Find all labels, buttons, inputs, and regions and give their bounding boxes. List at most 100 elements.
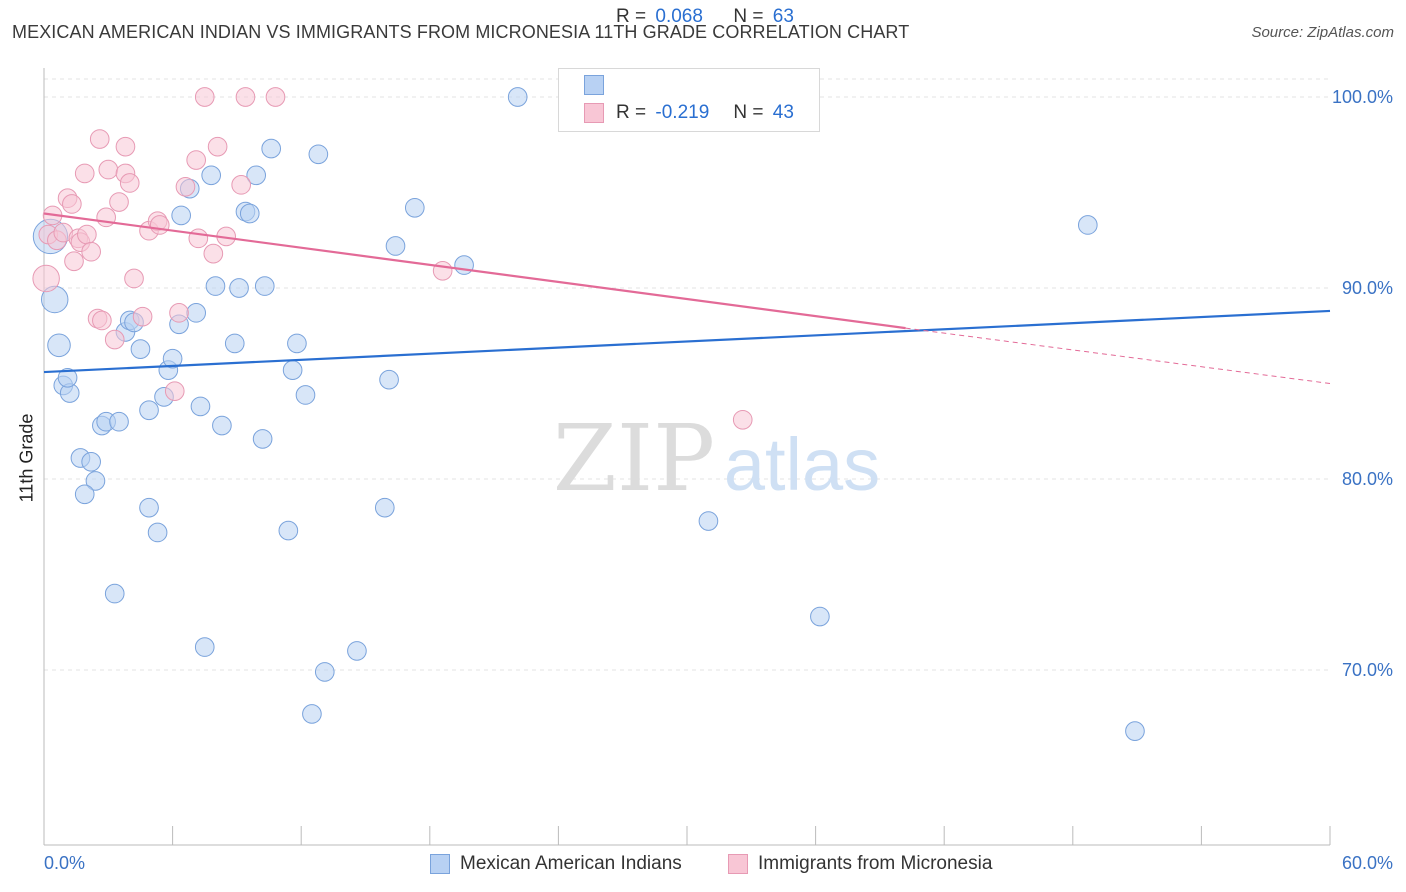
mexican-american-indians-point	[404, 197, 425, 218]
mexican-american-indians-point	[81, 451, 101, 472]
x-tick-label: 60.0%	[1342, 853, 1393, 873]
immigrants-from-micronesia-point	[77, 224, 97, 245]
immigrants-from-micronesia-point	[203, 243, 224, 264]
n-label: N =	[733, 6, 764, 27]
immigrants-from-micronesia-point	[231, 175, 252, 195]
r-label: R =	[616, 102, 647, 123]
mexican-american-indians-point	[278, 520, 299, 541]
immigrants-from-micronesia-point	[98, 159, 119, 180]
mexican-american-indians-point	[194, 637, 215, 657]
trend-lines	[43, 212, 1331, 384]
immigrants-from-micronesia-point	[92, 310, 112, 331]
legend-swatch-pink	[728, 854, 748, 874]
y-tick-label: 100.0%	[1332, 87, 1393, 107]
mexican-american-indians-point	[252, 429, 273, 449]
trend-line-immigrants-from-micronesia	[905, 327, 1331, 384]
legend-label-pink: Immigrants from Micronesia	[758, 853, 993, 874]
mexican-american-indians-point	[1077, 215, 1098, 235]
y-axis-title: 11th Grade	[16, 413, 37, 503]
legend-item-mexican-american-indians: Mexican American Indians	[430, 852, 682, 876]
r-value: 0.068	[655, 6, 703, 27]
immigrants-from-micronesia-point	[732, 409, 753, 430]
mexican-american-indians-point	[810, 606, 830, 627]
mexican-american-indians-point	[246, 165, 267, 186]
immigrants-from-micronesia-point	[104, 329, 125, 350]
mexican-american-indians-point	[104, 583, 125, 604]
stats-legend-swatch-blue	[584, 75, 604, 95]
immigrants-from-micronesia-point	[265, 87, 286, 107]
immigrants-from-micronesia-point	[119, 173, 140, 193]
immigrants-from-micronesia-point	[188, 228, 209, 249]
immigrants-from-micronesia-point	[169, 303, 189, 323]
mexican-american-indians-point	[74, 484, 95, 505]
immigrants-from-micronesia-point	[124, 268, 144, 289]
immigrants-from-micronesia-point	[207, 136, 228, 157]
series-mexican-american-indians	[32, 87, 1145, 741]
mexican-american-indians-point	[454, 255, 474, 275]
tick-labels: 100.0% 90.0% 80.0% 70.0% 0.0% 60.0%	[44, 87, 1393, 873]
y-tick-label: 80.0%	[1342, 469, 1393, 489]
mexican-american-indians-point	[171, 205, 191, 226]
immigrants-from-micronesia-point	[235, 87, 256, 107]
immigrants-from-micronesia-point	[186, 150, 207, 170]
stats-legend-row-2: R = -0.219 N = 43	[616, 100, 794, 126]
mexican-american-indians-point	[85, 471, 106, 491]
x-tick-label: 0.0%	[44, 853, 85, 873]
trend-line-mexican-american-indians	[43, 309, 1331, 374]
immigrants-from-micronesia-point	[64, 251, 84, 272]
immigrants-from-micronesia-point	[109, 192, 129, 212]
mexican-american-indians-point	[109, 411, 129, 432]
y-tick-label: 70.0%	[1342, 660, 1393, 680]
immigrants-from-micronesia-point	[89, 129, 110, 149]
mexican-american-indians-point	[139, 400, 159, 421]
mexican-american-indians-point	[314, 662, 335, 682]
immigrants-from-micronesia-point	[164, 381, 185, 401]
immigrants-from-micronesia-point	[81, 241, 101, 262]
watermark-zip: ZIP	[553, 405, 715, 512]
mexican-american-indians-point	[302, 704, 322, 724]
legend-swatch-blue	[430, 854, 450, 874]
chart-title: MEXICAN AMERICAN INDIAN VS IMMIGRANTS FR…	[12, 22, 910, 42]
mexican-american-indians-point	[57, 367, 78, 388]
mexican-american-indians-point	[295, 385, 316, 405]
y-tick-label: 90.0%	[1342, 278, 1393, 298]
mexican-american-indians-point	[698, 511, 719, 531]
mexican-american-indians-point	[261, 138, 282, 159]
immigrants-from-micronesia-point	[175, 176, 196, 197]
mexican-american-indians-point	[205, 276, 226, 296]
mexican-american-indians-point	[212, 415, 232, 436]
legend-item-immigrants-from-micronesia: Immigrants from Micronesia	[728, 852, 992, 876]
legend-label-blue: Mexican American Indians	[460, 853, 682, 874]
mexican-american-indians-point	[139, 497, 159, 518]
immigrants-from-micronesia-point	[432, 260, 453, 281]
mexican-american-indians-point	[385, 236, 406, 256]
immigrants-from-micronesia-point	[32, 264, 60, 293]
trend-line-immigrants-from-micronesia	[43, 212, 906, 330]
stats-legend-swatch-pink	[584, 103, 604, 123]
mexican-american-indians-point	[507, 87, 528, 107]
mexican-american-indians-point	[379, 369, 399, 390]
r-value: -0.219	[655, 102, 710, 123]
immigrants-from-micronesia-point	[115, 136, 136, 157]
r-label: R =	[616, 6, 647, 27]
immigrants-from-micronesia-point	[96, 207, 116, 228]
mexican-american-indians-point	[162, 348, 183, 369]
axes	[43, 68, 1331, 846]
mexican-american-indians-point	[254, 276, 275, 296]
mexican-american-indians-point	[47, 333, 71, 358]
source-credit: Source: ZipAtlas.com	[1251, 24, 1394, 41]
watermark: ZIP atlas	[553, 405, 880, 512]
stats-legend-row-1: R = 0.068 N = 63	[616, 4, 794, 30]
watermark-atlas: atlas	[724, 423, 880, 506]
n-label: N =	[733, 102, 764, 123]
mexican-american-indians-point	[190, 396, 211, 417]
mexican-american-indians-point	[186, 303, 207, 323]
mexican-american-indians-point	[201, 165, 222, 186]
immigrants-from-micronesia-point	[62, 194, 82, 214]
mexican-american-indians-point	[347, 641, 367, 661]
immigrants-from-micronesia-point	[132, 306, 153, 327]
mexican-american-indians-point	[287, 333, 307, 354]
n-value: 63	[772, 6, 794, 27]
mexican-american-indians-point	[224, 333, 245, 354]
